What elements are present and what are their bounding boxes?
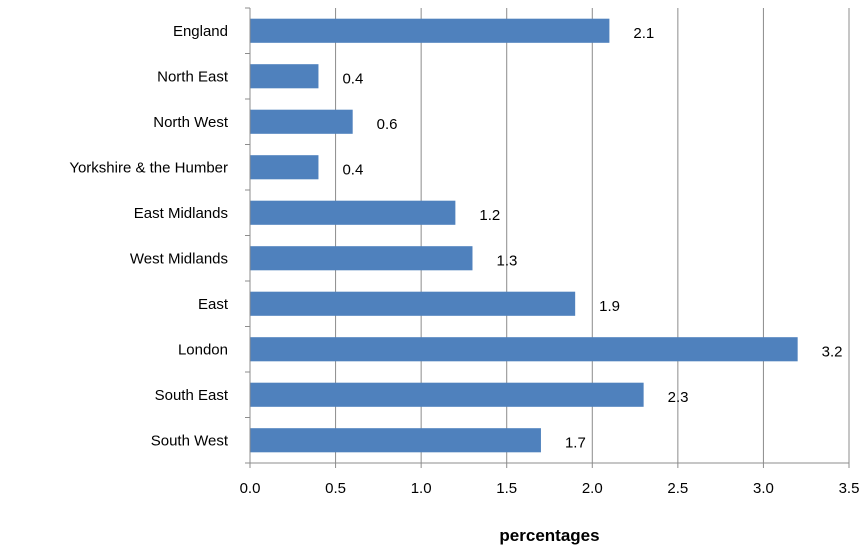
data-label: 2.1 <box>633 25 654 42</box>
x-axis-title: percentages <box>499 526 599 545</box>
bar <box>250 291 576 316</box>
category-label: East <box>198 296 229 313</box>
x-tick-label: 1.5 <box>496 480 517 497</box>
data-label: 1.3 <box>496 252 517 269</box>
data-label: 2.3 <box>668 389 689 406</box>
data-label: 0.6 <box>377 116 398 133</box>
bar <box>250 428 541 453</box>
data-label: 1.2 <box>479 207 500 224</box>
data-label: 0.4 <box>342 70 363 87</box>
bar <box>250 109 353 134</box>
bar <box>250 155 319 180</box>
axes <box>245 7 850 468</box>
x-tick-label: 3.5 <box>839 480 860 497</box>
category-label: South West <box>151 432 229 449</box>
data-label: 1.9 <box>599 298 620 315</box>
bars <box>250 18 798 453</box>
bar <box>250 64 319 89</box>
category-label: East Midlands <box>134 205 228 222</box>
x-tick-label: 2.0 <box>582 480 603 497</box>
category-label: England <box>173 23 228 40</box>
gridlines <box>335 8 850 463</box>
category-label: Yorkshire & the Humber <box>69 159 228 176</box>
bar <box>250 337 798 362</box>
x-tick-label: 2.5 <box>667 480 688 497</box>
bar <box>250 246 473 271</box>
data-label: 1.7 <box>565 434 586 451</box>
x-tick-label: 3.0 <box>753 480 774 497</box>
x-tick-label: 0.5 <box>325 480 346 497</box>
bar <box>250 382 644 407</box>
bar <box>250 200 456 225</box>
x-tick-label: 1.0 <box>411 480 432 497</box>
labels: 0.0 0.5 1.0 1.5 2.0 2.5 3.0 3.5 England 2.1 North … <box>69 23 859 497</box>
data-label: 3.2 <box>822 343 843 360</box>
category-label: West Midlands <box>130 250 228 267</box>
data-label: 0.4 <box>342 161 363 178</box>
x-tick-label: 0.0 <box>240 480 261 497</box>
category-label: South East <box>155 387 229 404</box>
category-label: North East <box>157 68 229 85</box>
category-label: North West <box>153 114 229 131</box>
bar <box>250 18 610 43</box>
category-label: London <box>178 341 228 358</box>
